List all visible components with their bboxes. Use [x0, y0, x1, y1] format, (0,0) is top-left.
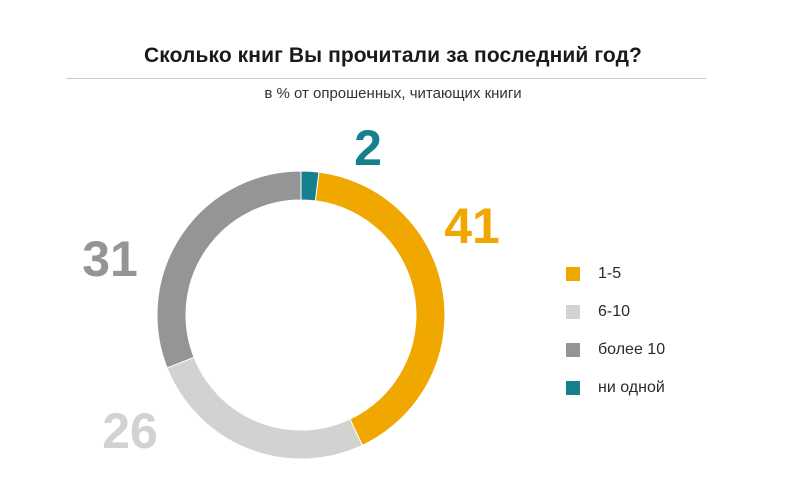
chart-title: Сколько книг Вы прочитали за последний г…	[144, 44, 642, 67]
donut-slice-более-10	[156, 170, 302, 369]
legend-swatch	[566, 305, 580, 319]
chart-subtitle: в % от опрошенных, читающих книги	[264, 85, 522, 102]
legend-label: 1-5	[598, 265, 622, 282]
legend-swatch	[566, 267, 580, 281]
legend-item: ни одной	[566, 379, 665, 397]
value-label-более-10: 31	[82, 231, 138, 287]
legend-label: ни одной	[598, 379, 665, 396]
legend-item: более 10	[566, 341, 665, 359]
legend-item: 1-5	[566, 265, 665, 283]
value-label-ни-одной: 2	[354, 120, 382, 176]
legend-label: более 10	[598, 341, 666, 358]
legend: 1-5 6-10 более 10 ни одной	[566, 265, 665, 417]
donut-slice-1-5	[314, 171, 446, 446]
legend-label: 6-10	[598, 303, 631, 320]
value-label-1-5: 41	[444, 198, 500, 254]
legend-swatch	[566, 343, 580, 357]
legend-swatch	[566, 381, 580, 395]
title-divider	[66, 78, 706, 79]
legend-item: 6-10	[566, 303, 665, 321]
value-label-6-10: 26	[102, 403, 158, 459]
donut-slice-6-10	[166, 356, 363, 460]
